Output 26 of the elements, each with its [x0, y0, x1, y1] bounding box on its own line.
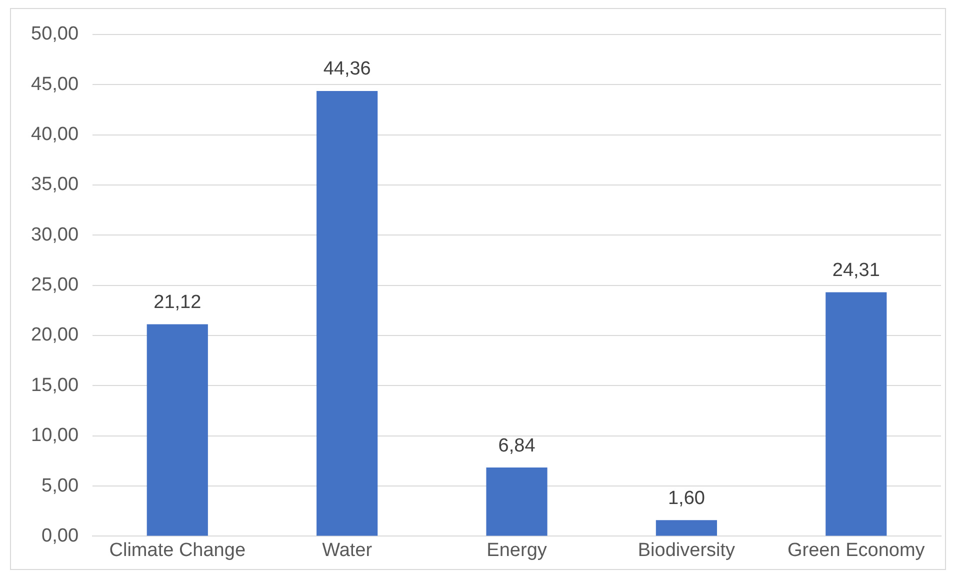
y-tick-label: 50,00 [31, 24, 79, 45]
x-tick-label: Biodiversity [638, 540, 736, 561]
bar [146, 324, 208, 536]
y-tick-label: 35,00 [31, 174, 79, 196]
bar [656, 520, 718, 536]
x-tick-label: Water [322, 540, 373, 561]
data-label: 1,60 [668, 488, 705, 509]
y-tick-label: 40,00 [31, 124, 79, 145]
y-tick-label: 0,00 [42, 525, 79, 546]
y-tick-label: 25,00 [31, 274, 79, 296]
data-label: 21,12 [154, 292, 202, 313]
data-label: 44,36 [323, 58, 371, 80]
bar [316, 91, 378, 536]
x-tick-label: Green Economy [788, 540, 926, 561]
y-tick-label: 5,00 [42, 475, 79, 496]
bar [826, 292, 887, 536]
bar [486, 468, 548, 536]
x-tick-label: Energy [486, 540, 548, 561]
data-label: 24,31 [832, 260, 880, 281]
y-tick-label: 45,00 [31, 74, 79, 95]
y-tick-label: 10,00 [31, 425, 79, 446]
data-label: 6,84 [498, 435, 536, 456]
y-tick-label: 20,00 [31, 324, 79, 346]
x-tick-label: Climate Change [109, 540, 246, 561]
y-tick-label: 30,00 [31, 224, 79, 246]
y-tick-label: 15,00 [31, 374, 79, 396]
